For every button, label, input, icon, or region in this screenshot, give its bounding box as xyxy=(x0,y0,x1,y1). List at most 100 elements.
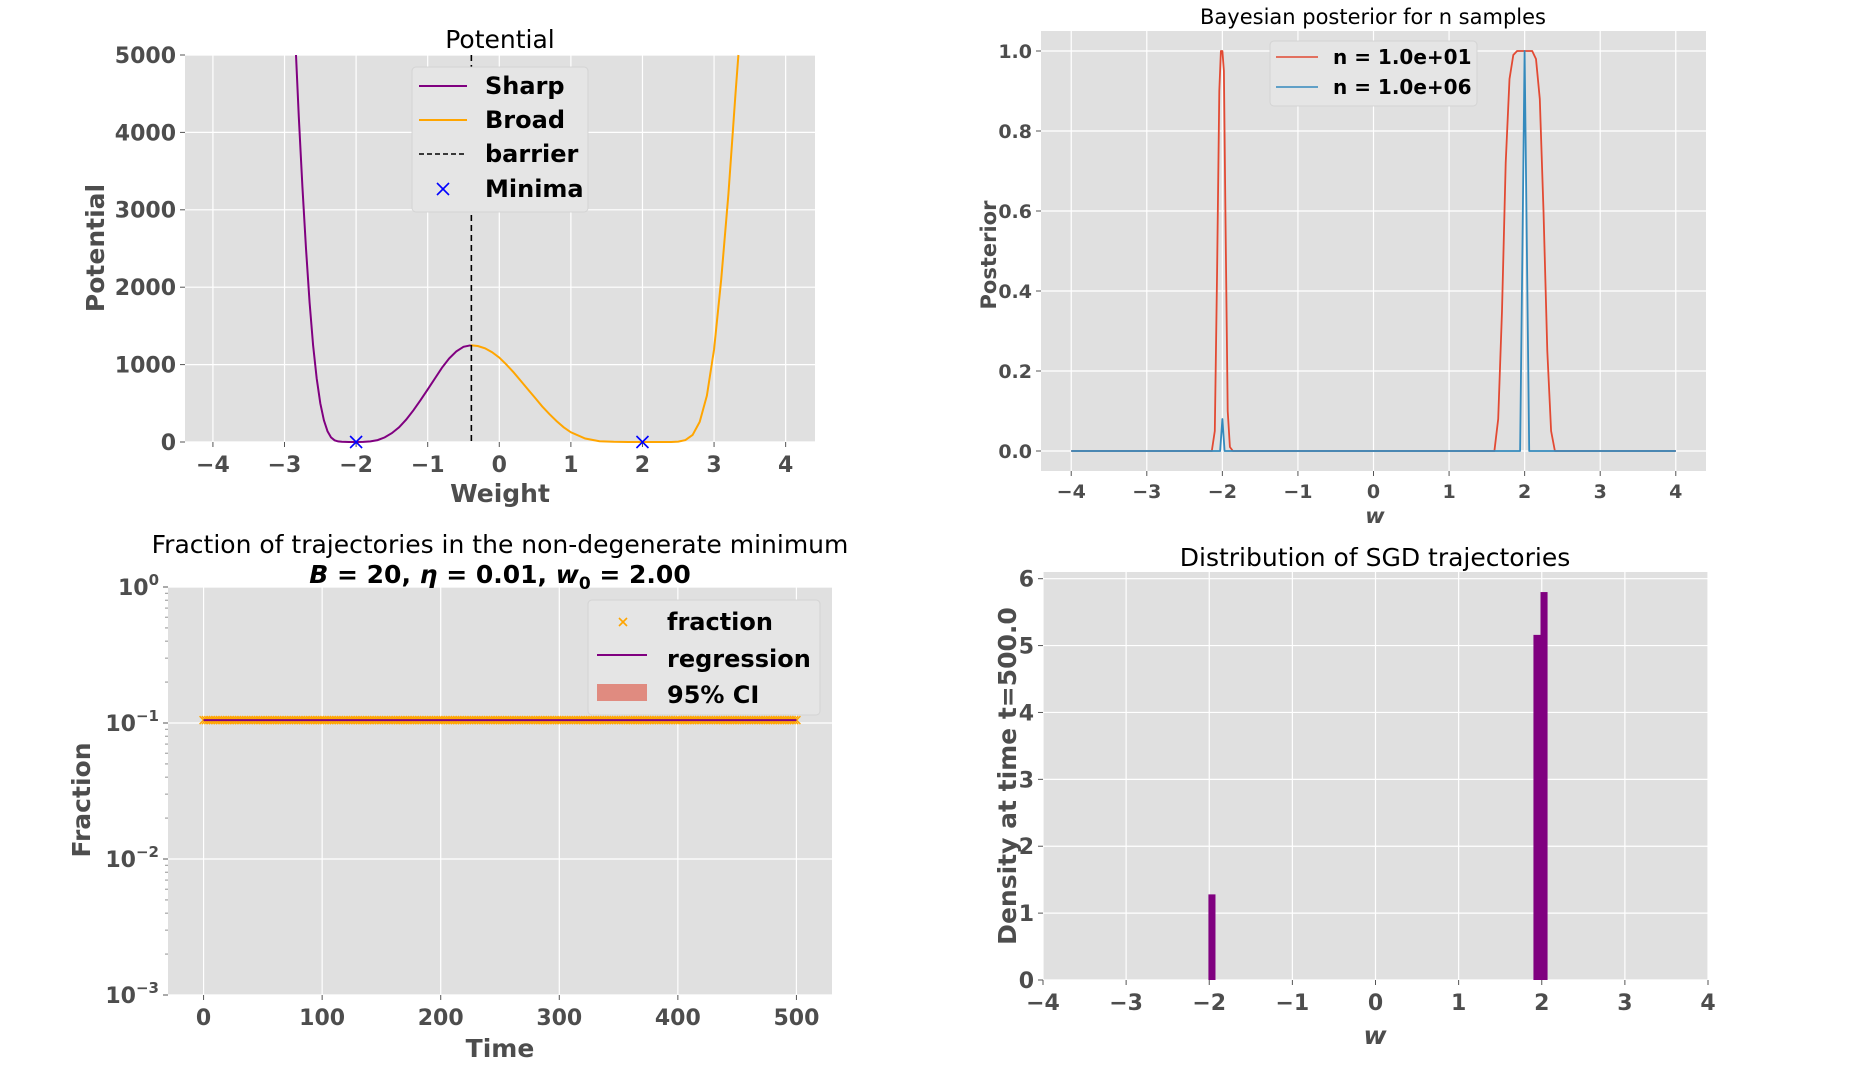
potential-line-broad xyxy=(470,54,740,443)
x-tick-label: 0 xyxy=(492,453,507,478)
potential-title: Potential xyxy=(445,25,555,54)
x-tick-label: 2 xyxy=(1534,991,1549,1016)
potential-legend: Sharp Broad barrier Minima xyxy=(411,66,589,213)
posterior-marks xyxy=(1071,50,1676,452)
histogram-panel: −4 −3 −2 −1 0 1 2 3 4 0 1 2 3 4 5 6 Distribution of SGD… xyxy=(993,543,1716,1050)
x-tick-label: 200 xyxy=(418,1006,464,1031)
histogram-xlabel: w xyxy=(1363,1021,1387,1050)
x-tick-label: 3 xyxy=(1594,481,1607,503)
posterior-ylabel: Posterior xyxy=(977,200,1001,310)
x-tick-label: −1 xyxy=(411,453,445,478)
y-tick-label: 4 xyxy=(1019,701,1034,726)
y-tick-label: 10−1 xyxy=(105,707,159,737)
histogram-ticks: −4 −3 −2 −1 0 1 2 3 4 0 1 2 3 4 5 6 xyxy=(1019,568,1716,1016)
legend-n10-label: n = 1.0e+01 xyxy=(1333,45,1472,69)
legend-ci-label: 95% CI xyxy=(667,681,759,709)
y-tick-label: 2000 xyxy=(115,276,176,301)
minima-marker xyxy=(635,435,650,449)
posterior-xlabel: w xyxy=(1365,504,1385,528)
legend-minima-label: Minima xyxy=(485,175,584,203)
y-tick-label: 5000 xyxy=(115,44,176,69)
posterior-title: Bayesian posterior for n samples xyxy=(1200,5,1546,29)
posterior-line-1 xyxy=(1071,50,1676,452)
fraction-legend: fraction regression 95% CI xyxy=(587,599,821,716)
fraction-subtitle: B = 20, η = 0.01, w0 = 2.00 xyxy=(309,560,690,594)
y-tick-label: 3000 xyxy=(115,199,176,224)
y-tick-label: 0.6 xyxy=(998,201,1032,223)
y-tick-label: 10−2 xyxy=(105,843,159,873)
x-tick-label: −4 xyxy=(1026,991,1060,1016)
histogram-bar xyxy=(1533,634,1541,980)
x-tick-label: 1 xyxy=(1442,481,1455,503)
x-tick-label: 100 xyxy=(299,1006,345,1031)
y-tick-label: 1 xyxy=(1019,902,1034,927)
y-tick-label: 10−3 xyxy=(105,979,159,1009)
fraction-ticks: 0 100 200 300 400 500 10−3 10−2 10−1 100 xyxy=(105,571,819,1031)
posterior-panel: −4 −3 −2 −1 0 1 2 3 4 0.0 0.2 0.4 0.6 0.8 1.0 Bayesian… xyxy=(977,5,1706,528)
posterior-ticks: −4 −3 −2 −1 0 1 2 3 4 0.0 0.2 0.4 0.6 0.8 1.0 xyxy=(998,41,1682,503)
x-tick-label: 1 xyxy=(1451,991,1466,1016)
potential-ylabel: Potential xyxy=(81,184,110,312)
x-tick-label: 300 xyxy=(536,1006,582,1031)
x-tick-label: 4 xyxy=(1700,991,1715,1016)
y-tick-label: 5 xyxy=(1019,634,1034,659)
fraction-marks xyxy=(199,715,801,725)
x-tick-label: 400 xyxy=(655,1006,701,1031)
minima-marker xyxy=(349,435,363,449)
x-tick-label: −2 xyxy=(1192,991,1226,1016)
y-tick-label: 0.4 xyxy=(998,281,1032,303)
x-tick-label: 0 xyxy=(1367,481,1380,503)
y-tick-label: 0.2 xyxy=(998,361,1032,383)
x-tick-label: 1 xyxy=(563,453,578,478)
x-tick-label: 3 xyxy=(1617,991,1632,1016)
y-tick-label: 100 xyxy=(118,571,159,601)
x-tick-label: 4 xyxy=(778,453,793,478)
x-tick-label: 0 xyxy=(196,1006,211,1031)
histogram-bar xyxy=(1208,894,1216,980)
x-tick-label: 0 xyxy=(1368,991,1383,1016)
legend-barrier-label: barrier xyxy=(485,140,579,168)
x-tick-label: 500 xyxy=(773,1006,819,1031)
y-tick-label: 0.8 xyxy=(998,121,1032,143)
y-tick-label: 4000 xyxy=(115,121,176,146)
fraction-xlabel: Time xyxy=(466,1034,535,1063)
posterior-legend: n = 1.0e+01 n = 1.0e+06 xyxy=(1269,40,1478,107)
potential-line-sharp xyxy=(295,54,471,443)
x-tick-label: 2 xyxy=(635,453,650,478)
y-tick-label: 0 xyxy=(161,431,176,456)
x-tick-label: −3 xyxy=(1132,481,1161,503)
legend-ci-swatch xyxy=(597,684,647,701)
fraction-panel: 0 100 200 300 400 500 10−3 10−2 10−1 100 Fraction… xyxy=(67,530,848,1063)
y-tick-label: 0.0 xyxy=(998,441,1032,463)
legend-broad-label: Broad xyxy=(485,106,565,134)
x-tick-label: 2 xyxy=(1518,481,1531,503)
y-tick-label: 3 xyxy=(1019,768,1034,793)
x-tick-label: −2 xyxy=(339,453,373,478)
x-tick-label: −1 xyxy=(1276,991,1310,1016)
y-tick-label: 0 xyxy=(1019,969,1034,994)
x-tick-label: −3 xyxy=(1109,991,1143,1016)
y-tick-label: 1000 xyxy=(115,354,176,379)
fraction-ylabel: Fraction xyxy=(67,743,96,858)
y-tick-label: 1.0 xyxy=(998,41,1032,63)
y-tick-label: 6 xyxy=(1019,568,1034,593)
potential-ticks: −4 −3 −2 −1 0 1 2 3 4 0 1000 2000 3000 4000 5000 xyxy=(115,44,794,478)
legend-fraction-label: fraction xyxy=(667,608,773,636)
histogram-marks xyxy=(1208,592,1548,980)
x-tick-label: −1 xyxy=(1283,481,1312,503)
fraction-title: Fraction of trajectories in the non-dege… xyxy=(152,530,849,559)
potential-xlabel: Weight xyxy=(450,479,550,508)
legend-fraction-marker xyxy=(618,617,628,627)
x-tick-label: −3 xyxy=(268,453,302,478)
y-tick-label: 2 xyxy=(1019,835,1034,860)
legend-sharp-label: Sharp xyxy=(485,72,565,100)
x-tick-label: 4 xyxy=(1669,481,1682,503)
x-tick-label: −4 xyxy=(1057,481,1086,503)
legend-regression-label: regression xyxy=(667,645,811,673)
histogram-title: Distribution of SGD trajectories xyxy=(1180,543,1570,572)
histogram-ylabel: Density at time t=500.0 xyxy=(993,607,1022,945)
legend-minima-marker xyxy=(436,182,450,196)
posterior-line-0 xyxy=(1071,50,1676,452)
x-tick-label: −4 xyxy=(196,453,230,478)
